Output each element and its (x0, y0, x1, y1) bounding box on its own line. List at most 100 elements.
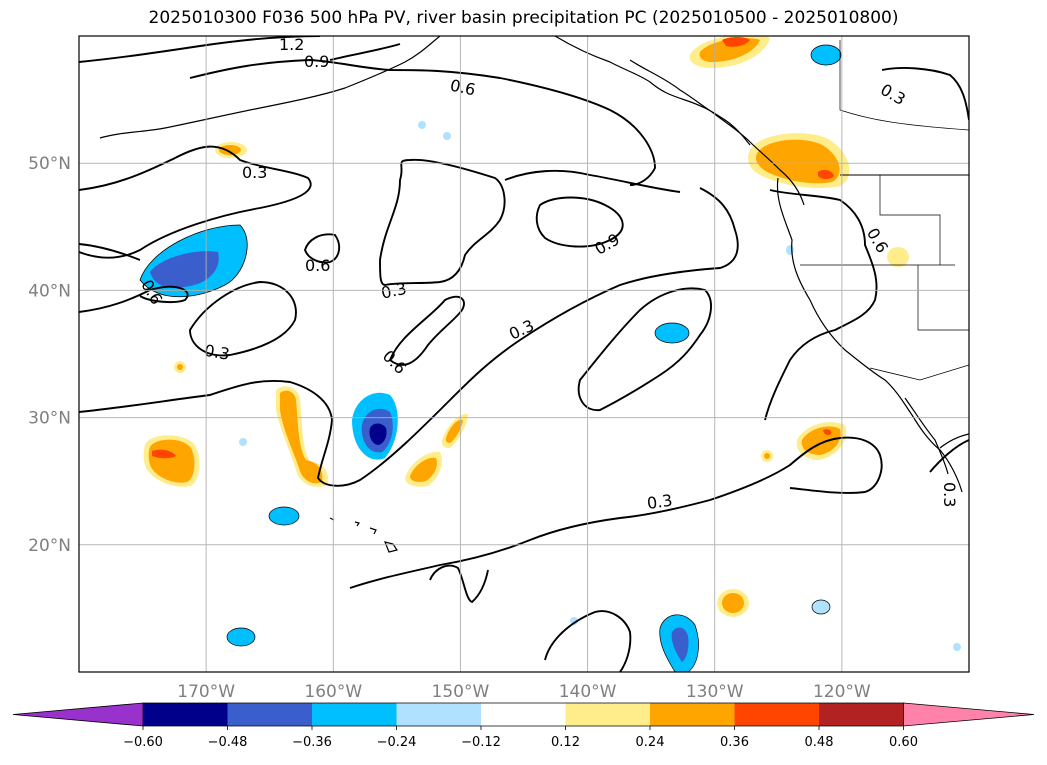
colorbar-tick-label: −0.36 (292, 735, 332, 750)
pos-anomaly-blob (764, 453, 770, 459)
precipitation-shading (139, 36, 961, 672)
colorbar-tick-label: 0.60 (889, 735, 918, 750)
pv-contour (429, 564, 489, 604)
colorbar-segment (734, 703, 819, 726)
colorbar-segment (143, 703, 228, 726)
pv-contour (303, 233, 341, 264)
colorbar-extend-low (12, 702, 144, 727)
pv-contour (379, 158, 506, 286)
contour-label: 1.2 (279, 35, 304, 54)
pv-contour (79, 187, 739, 487)
lat-label: 40°N (28, 281, 71, 301)
contour-label: 0.9 (304, 52, 329, 71)
colorbar-tick-label: 0.24 (636, 735, 665, 750)
lat-label: 50°N (28, 154, 71, 174)
colorbar-tick-label: −0.60 (123, 735, 163, 750)
contour-label: 0.3 (242, 163, 267, 182)
neg-anomaly-blob (443, 132, 451, 140)
mexico-border (869, 364, 969, 381)
colorbar-segment (227, 703, 312, 726)
latitude-labels: 20°N 30°N 40°N 50°N (28, 154, 71, 556)
lat-label: 30°N (28, 409, 71, 429)
pv-contours (79, 36, 969, 672)
neg-anomaly-core (369, 423, 387, 445)
baja-peninsula (904, 397, 949, 475)
pv-contour (189, 59, 656, 186)
colorbar-extend-high (903, 702, 1035, 727)
neg-anomaly-blob (953, 643, 961, 651)
contour-label: 0.6 (305, 256, 330, 275)
contour-label: 0.3 (203, 341, 231, 364)
pos-anomaly-blob (887, 247, 909, 267)
colorbar-tick-label: 0.12 (551, 735, 580, 750)
lon-label: 150°W (432, 682, 490, 702)
longitude-labels: 170°W 160°W 150°W 140°W 130°W 120°W (177, 682, 871, 702)
hawaii-islands (329, 517, 398, 553)
pv-contour (79, 243, 141, 261)
colorbar-tick-label: 0.36 (720, 735, 749, 750)
alaska-peninsula (99, 36, 441, 139)
border-line (879, 175, 941, 265)
pos-anomaly-blob (177, 364, 183, 370)
contour-label: 0.3 (646, 491, 674, 513)
pv-contour (504, 169, 681, 193)
colorbar-segment (819, 703, 904, 726)
colorbar-segment (312, 703, 397, 726)
neg-anomaly-blob (810, 44, 842, 66)
gridlines (79, 36, 969, 672)
pos-anomaly-blob (219, 145, 241, 155)
us-west-coast (776, 177, 963, 493)
lat-label: 20°N (28, 536, 71, 556)
pv-contour (349, 436, 883, 589)
neg-anomaly-core (671, 627, 689, 662)
pv-contour (764, 189, 878, 421)
pos-anomaly-core (152, 449, 176, 459)
pv-contour (535, 196, 624, 248)
pos-anomaly-blob (280, 390, 323, 484)
neg-anomaly-blob (418, 121, 426, 129)
lon-label: 120°W (813, 682, 871, 702)
neg-anomaly-blob (570, 617, 578, 625)
contour-label: 0.3 (940, 482, 959, 507)
colorbar-segment (565, 703, 650, 726)
colorbar-segment (396, 703, 481, 726)
colorbar: −0.60 −0.48 −0.36 −0.24 −0.12 0.12 0.24 0.36 0.4… (12, 702, 1035, 750)
colorbar-tick-label: −0.48 (208, 735, 248, 750)
pos-anomaly-core (818, 169, 834, 179)
pos-anomaly-blob (445, 419, 463, 443)
neg-anomaly-blob (226, 627, 256, 647)
pv-contour (79, 36, 321, 63)
contour-label: 0.6 (448, 76, 477, 100)
pv-contour (329, 43, 401, 61)
colorbar-tick-label: −0.24 (377, 735, 417, 750)
pv-contour (79, 285, 189, 313)
pv-contour (881, 67, 969, 121)
neg-anomaly-blob (654, 322, 690, 344)
bc-coast (629, 59, 805, 206)
lon-label: 160°W (304, 682, 362, 702)
pv-contour (544, 610, 632, 672)
colorbar-segment (650, 703, 735, 726)
pv-contour (929, 439, 969, 473)
chart-title: 2025010300 F036 500 hPa PV, river basin … (148, 8, 899, 28)
mexico-coast (939, 433, 969, 449)
map-frame (78, 35, 970, 673)
pv-contour (388, 295, 465, 366)
pv-contour (577, 287, 712, 411)
neg-anomaly-blob (239, 438, 247, 446)
pos-anomaly-blob (410, 457, 437, 482)
alaska-coast (554, 36, 751, 146)
neg-anomaly-blob (811, 599, 831, 615)
pos-anomaly-core (722, 37, 750, 47)
colorbar-segment (481, 703, 566, 726)
pos-anomaly-core (823, 429, 832, 435)
lon-label: 170°W (177, 682, 235, 702)
coastlines (99, 36, 969, 553)
pos-anomaly-blob (722, 593, 744, 613)
border-line (917, 265, 969, 331)
lon-label: 140°W (559, 682, 617, 702)
lon-label: 130°W (686, 682, 744, 702)
neg-anomaly-blob (786, 245, 794, 255)
colorbar-tick-label: −0.12 (461, 735, 501, 750)
